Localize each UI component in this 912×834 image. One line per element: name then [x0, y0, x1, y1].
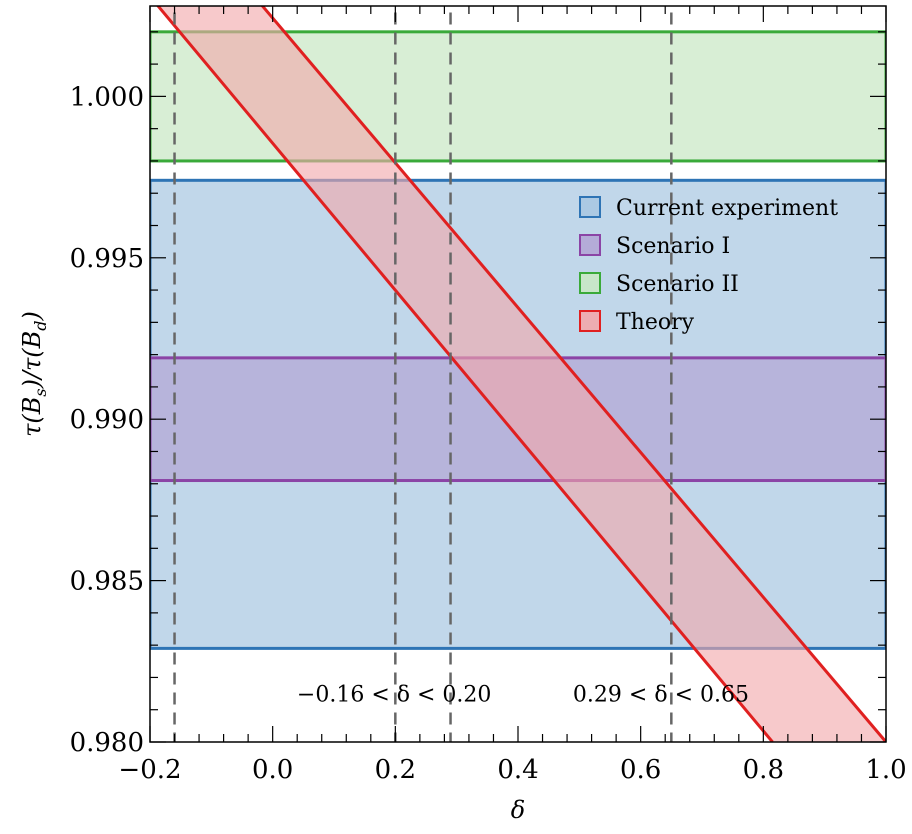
legend-swatch: [579, 272, 601, 294]
legend-label: Scenario I: [616, 234, 730, 259]
y-tick-label: 1.000: [70, 82, 144, 112]
x-tick-label: 0.0: [252, 755, 293, 785]
x-axis-label: δ: [511, 796, 525, 824]
y-tick-label: 0.995: [70, 244, 144, 274]
legend-label: Current experiment: [616, 196, 838, 221]
y-tick-label: 0.985: [70, 567, 144, 597]
theory-lower-edge: [156, 6, 774, 742]
x-tick-label: 0.4: [497, 755, 538, 785]
legend-swatch: [579, 196, 601, 218]
legend-label: Scenario II: [616, 272, 739, 297]
x-tick-label: −0.2: [118, 755, 181, 785]
bands-layer: [150, 6, 886, 742]
legend-swatch: [579, 234, 601, 256]
theory-upper-edge: [260, 6, 886, 742]
theory-band: [158, 6, 886, 742]
ticks-layer: −0.2 0.0 0.2 0.4 0.6 0.8 1.0 0.980 0.985 0.990 0.9…: [70, 6, 907, 785]
legend-label: Theory: [616, 310, 695, 335]
y-tick-label: 0.990: [70, 405, 144, 435]
range-annotation: 0.29 < δ < 0.65: [573, 683, 749, 708]
x-tick-label: 0.8: [743, 755, 784, 785]
range-annotation: −0.16 < δ < 0.20: [297, 683, 492, 708]
vlines-layer: [173, 12, 673, 742]
x-tick-label: 1.0: [865, 755, 906, 785]
annotations-layer: −0.16 < δ < 0.20 0.29 < δ < 0.65: [297, 683, 749, 708]
legend: Current experiment Scenario I Scenario II T…: [579, 196, 838, 335]
x-tick-label: 0.2: [375, 755, 416, 785]
x-tick-label: 0.6: [620, 755, 661, 785]
y-axis-label: τ(Bs)/τ(Bd): [18, 311, 50, 437]
legend-swatch: [579, 310, 601, 332]
y-tick-label: 0.980: [70, 728, 144, 758]
